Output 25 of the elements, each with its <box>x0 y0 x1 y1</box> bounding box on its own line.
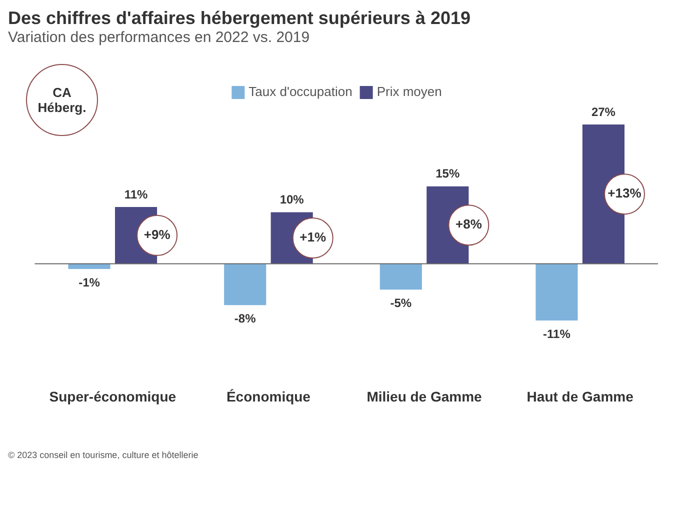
annotation: +13% <box>608 186 642 201</box>
chart-title: Des chiffres d'affaires hébergement supérieurs à 2019 <box>8 8 472 29</box>
text: © 2023 conseil en tourisme, culture et hôtellerie <box>8 450 200 460</box>
bar <box>224 264 266 306</box>
chart-subtitle: Variation des performances en 2022 vs. 2019 <box>8 29 311 46</box>
bar <box>536 264 578 321</box>
bar <box>380 264 422 290</box>
x-tick-label: Haut de Gamme <box>526 388 634 404</box>
data-label: -11% <box>543 326 571 341</box>
data-label: 15% <box>436 166 460 181</box>
data-label: -5% <box>390 296 412 310</box>
x-tick-label: Super-économique <box>49 388 176 404</box>
data-label: 11% <box>124 187 148 202</box>
data-label: -8% <box>234 311 256 326</box>
data-label: 10% <box>280 192 304 207</box>
circle-frame: CA Héberg. <box>26 64 98 136</box>
legend-label: Taux d'occupation <box>248 84 352 100</box>
x-tick-label: Économique <box>226 388 311 404</box>
data-label: -1% <box>78 275 100 290</box>
annotation: +1% <box>300 230 326 245</box>
annotation: +9% <box>144 227 171 242</box>
data-label: 27% <box>591 104 616 119</box>
annotation: +8% <box>455 216 482 232</box>
x-tick-label: Milieu de Gamme <box>366 388 482 404</box>
legend-label: Prix moyen <box>376 84 442 100</box>
